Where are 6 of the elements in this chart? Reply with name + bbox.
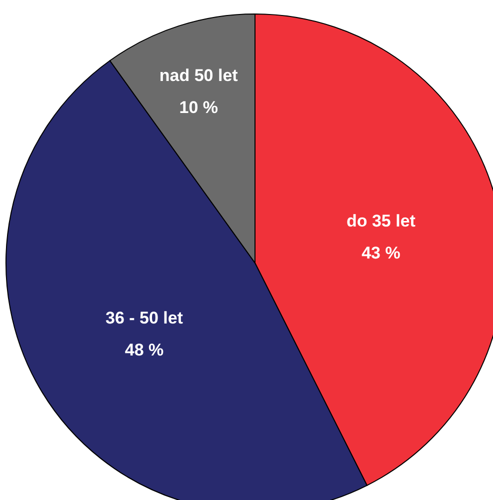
- data-label: 48 %: [124, 340, 164, 360]
- data-label: 43 %: [362, 244, 400, 263]
- slice-label: 36 - 50 let: [105, 308, 184, 328]
- slice-label: nad 50 let: [159, 66, 238, 85]
- data-label: 10 %: [179, 98, 218, 118]
- slice-label: do 35 let: [346, 211, 416, 230]
